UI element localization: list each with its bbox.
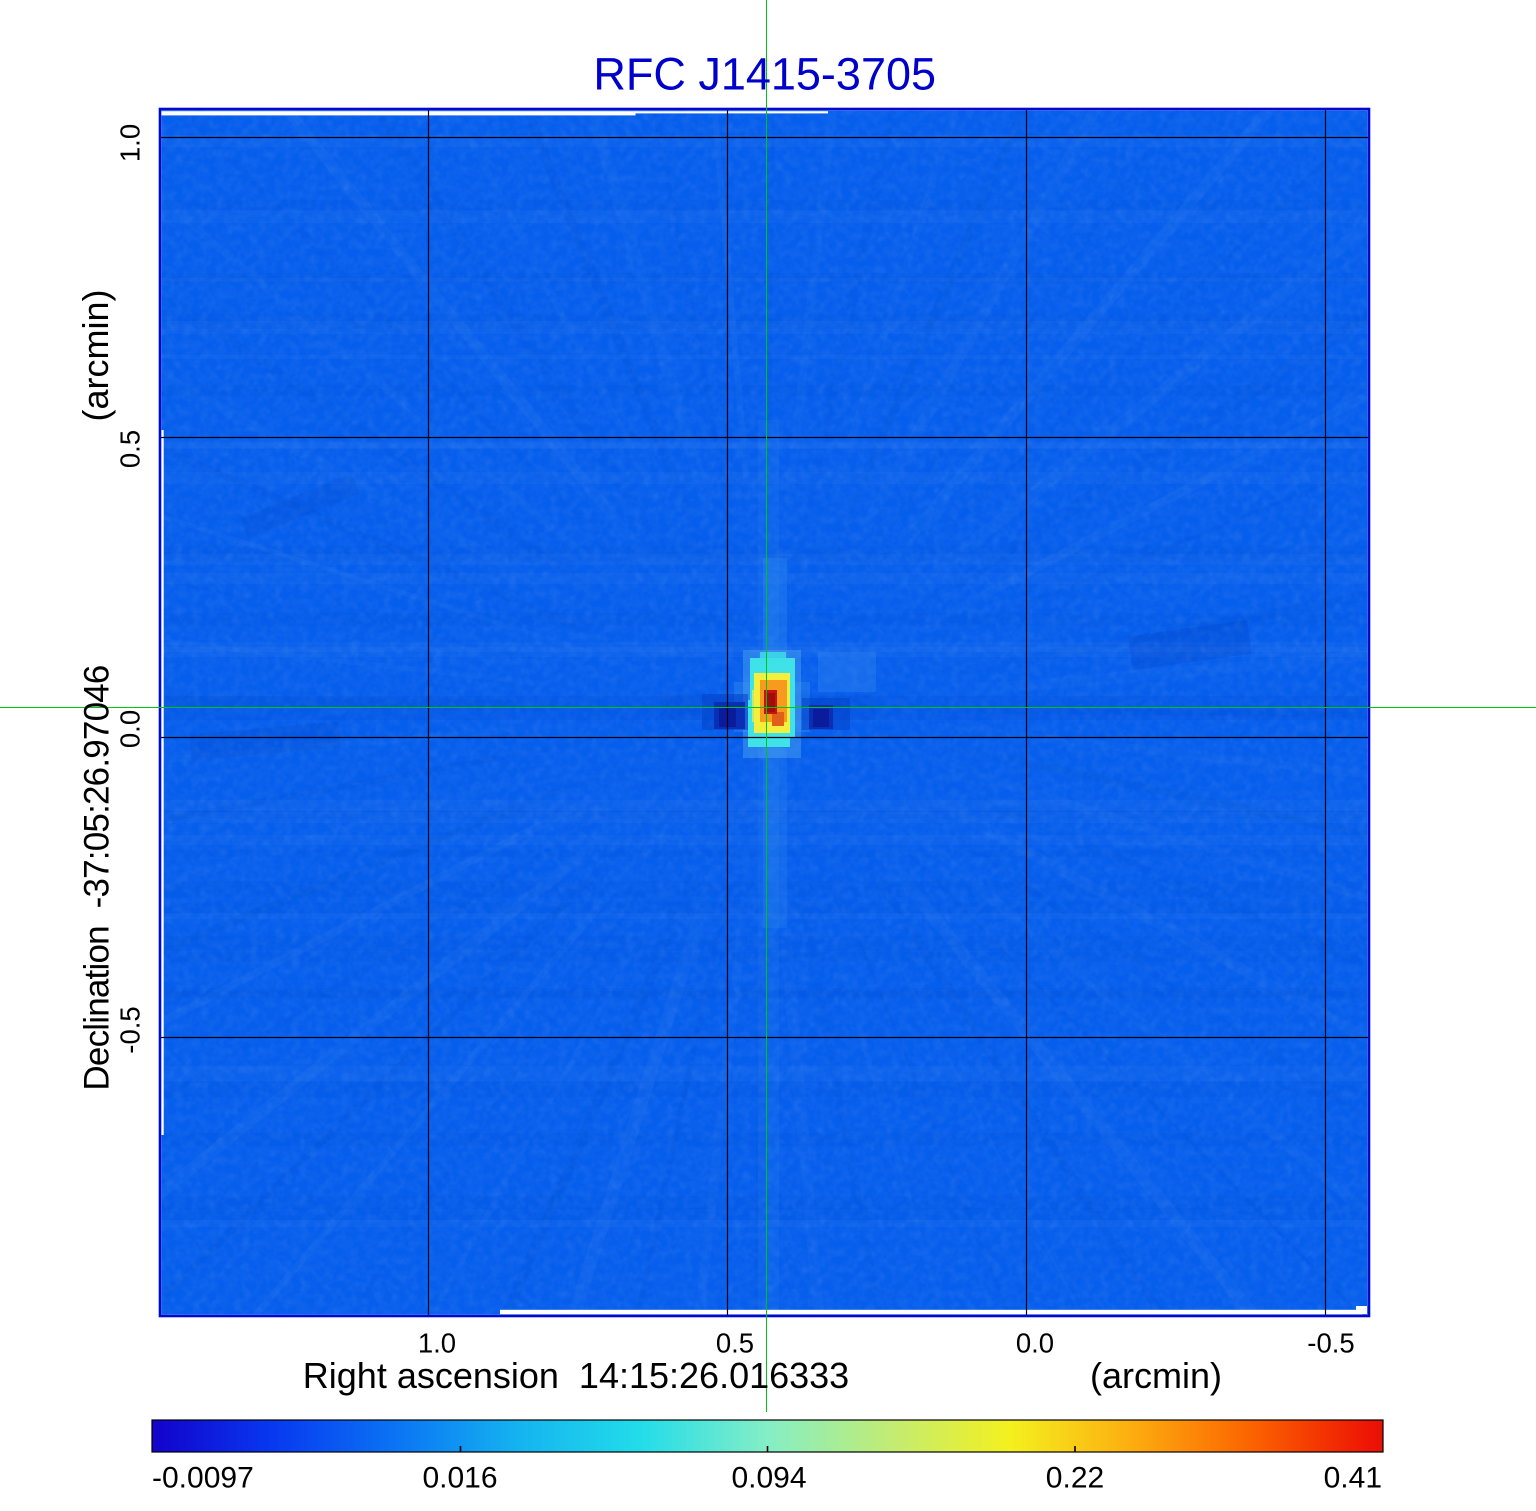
svg-text:0.0: 0.0: [115, 710, 146, 748]
svg-text:-0.5: -0.5: [115, 1006, 146, 1053]
svg-text:0.5: 0.5: [115, 430, 146, 468]
svg-text:0.5: 0.5: [716, 1328, 754, 1359]
svg-text:0.41: 0.41: [1324, 1462, 1382, 1495]
svg-text:-0.0097: -0.0097: [152, 1462, 254, 1495]
svg-text:-0.5: -0.5: [1307, 1328, 1354, 1359]
svg-text:(arcmin): (arcmin): [75, 290, 116, 422]
svg-text:0.0: 0.0: [1016, 1328, 1054, 1359]
svg-text:1.0: 1.0: [115, 124, 146, 162]
svg-text:1.0: 1.0: [418, 1328, 456, 1359]
svg-text:RFC J1415-3705: RFC J1415-3705: [593, 48, 936, 99]
svg-text:Declination -37:05:26.97046: Declination -37:05:26.97046: [78, 665, 117, 1090]
svg-text:Right ascension 14:15:26.0163: Right ascension 14:15:26.016333: [303, 1355, 849, 1396]
svg-text:(arcmin): (arcmin): [1090, 1355, 1222, 1396]
svg-text:0.016: 0.016: [422, 1462, 497, 1495]
svg-text:0.22: 0.22: [1046, 1462, 1104, 1495]
svg-text:0.094: 0.094: [731, 1462, 806, 1495]
